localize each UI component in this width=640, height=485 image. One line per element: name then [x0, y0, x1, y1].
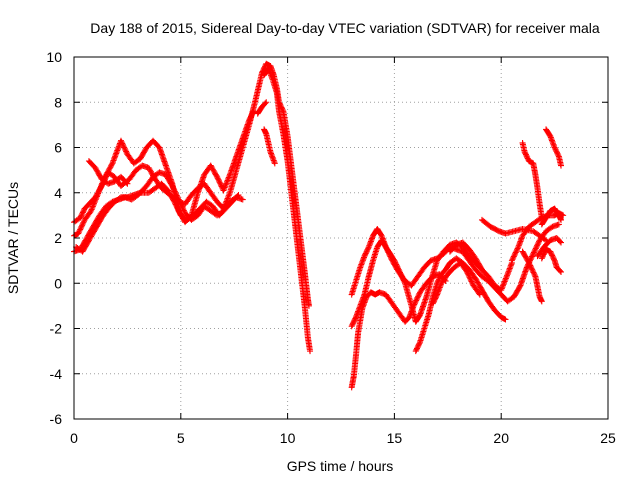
data-point-markers — [519, 139, 545, 221]
x-tick-label: 0 — [70, 430, 78, 446]
data-series — [519, 248, 545, 305]
data-series — [446, 239, 485, 273]
data-series — [73, 180, 242, 255]
grid-layer — [74, 57, 608, 419]
y-tick-label: 8 — [54, 94, 62, 110]
data-point-markers — [538, 205, 565, 228]
data-series — [478, 216, 550, 244]
x-axis-label: GPS time / hours — [287, 458, 394, 474]
y-tick-label: -4 — [50, 366, 63, 382]
data-point-markers — [534, 235, 565, 260]
data-point-markers — [446, 239, 485, 273]
data-point-markers — [261, 126, 278, 167]
data-point-markers — [412, 255, 509, 355]
data-series — [412, 255, 509, 355]
data-point-markers — [543, 126, 565, 169]
data-layer — [71, 60, 567, 391]
data-point-markers — [429, 259, 483, 307]
data-series — [538, 205, 565, 228]
data-point-markers — [478, 216, 550, 244]
data-point-markers — [519, 248, 545, 305]
data-series — [538, 246, 565, 275]
x-tick-label: 15 — [387, 430, 403, 446]
data-point-markers — [348, 271, 449, 391]
data-series — [543, 126, 565, 169]
chart-title: Day 188 of 2015, Sidereal Day-to-day VTE… — [90, 20, 600, 36]
data-series — [85, 158, 131, 187]
data-series — [534, 235, 565, 260]
data-series — [519, 139, 545, 221]
data-point-markers — [85, 158, 131, 187]
data-series — [348, 225, 515, 325]
data-series — [261, 65, 314, 355]
x-tick-label: 20 — [493, 430, 509, 446]
data-series — [429, 259, 483, 307]
tick-layer: 0 5 10 15 20 25 -6 -4 -2 0 2 4 6 8 10 — [46, 49, 616, 446]
x-tick-label: 5 — [177, 430, 185, 446]
y-tick-label: 0 — [54, 275, 62, 291]
y-tick-label: 2 — [54, 230, 62, 246]
x-tick-label: 10 — [280, 430, 296, 446]
x-tick-label: 25 — [600, 430, 616, 446]
data-series — [261, 126, 278, 167]
data-point-markers — [73, 180, 242, 255]
y-tick-label: -2 — [50, 321, 63, 337]
data-point-markers — [254, 99, 270, 117]
data-point-markers — [538, 246, 565, 275]
y-tick-label: 4 — [54, 185, 62, 201]
y-axis-label: SDTVAR / TECUs — [5, 182, 21, 294]
data-point-markers — [261, 65, 314, 355]
y-tick-label: -6 — [50, 411, 63, 427]
y-tick-label: 6 — [54, 140, 62, 156]
y-tick-label: 10 — [46, 49, 62, 65]
data-series — [254, 99, 270, 117]
data-point-markers — [348, 225, 515, 325]
data-series — [348, 271, 449, 391]
